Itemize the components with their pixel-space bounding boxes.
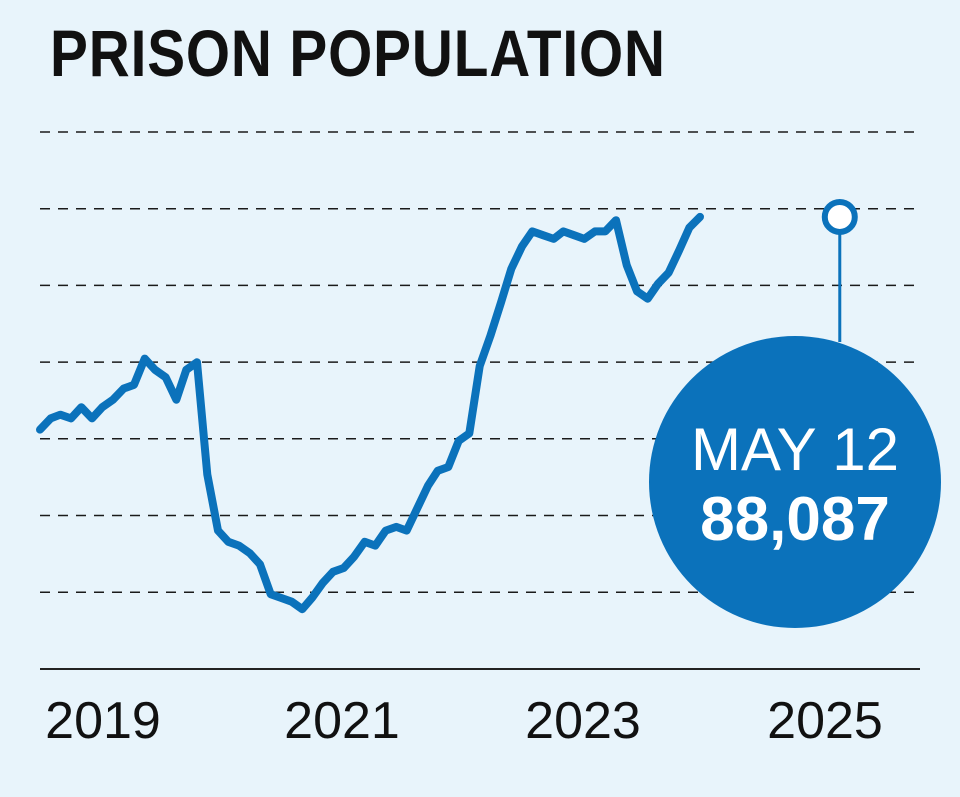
x-tick-label: 2023	[525, 692, 641, 750]
chart-title: PRISON POPULATION	[50, 16, 666, 90]
end-point-marker	[821, 198, 858, 235]
callout-value-label: 88,087	[700, 485, 890, 554]
series-line	[36, 212, 704, 614]
x-tick-labels: 2019 2021 2023 2025	[45, 692, 883, 750]
x-tick-label: 2025	[767, 692, 883, 750]
x-tick-label: 2021	[284, 692, 400, 750]
callout-date-label: MAY 12	[691, 416, 899, 483]
callout-bubble	[649, 336, 941, 628]
x-tick-label: 2019	[45, 692, 161, 750]
